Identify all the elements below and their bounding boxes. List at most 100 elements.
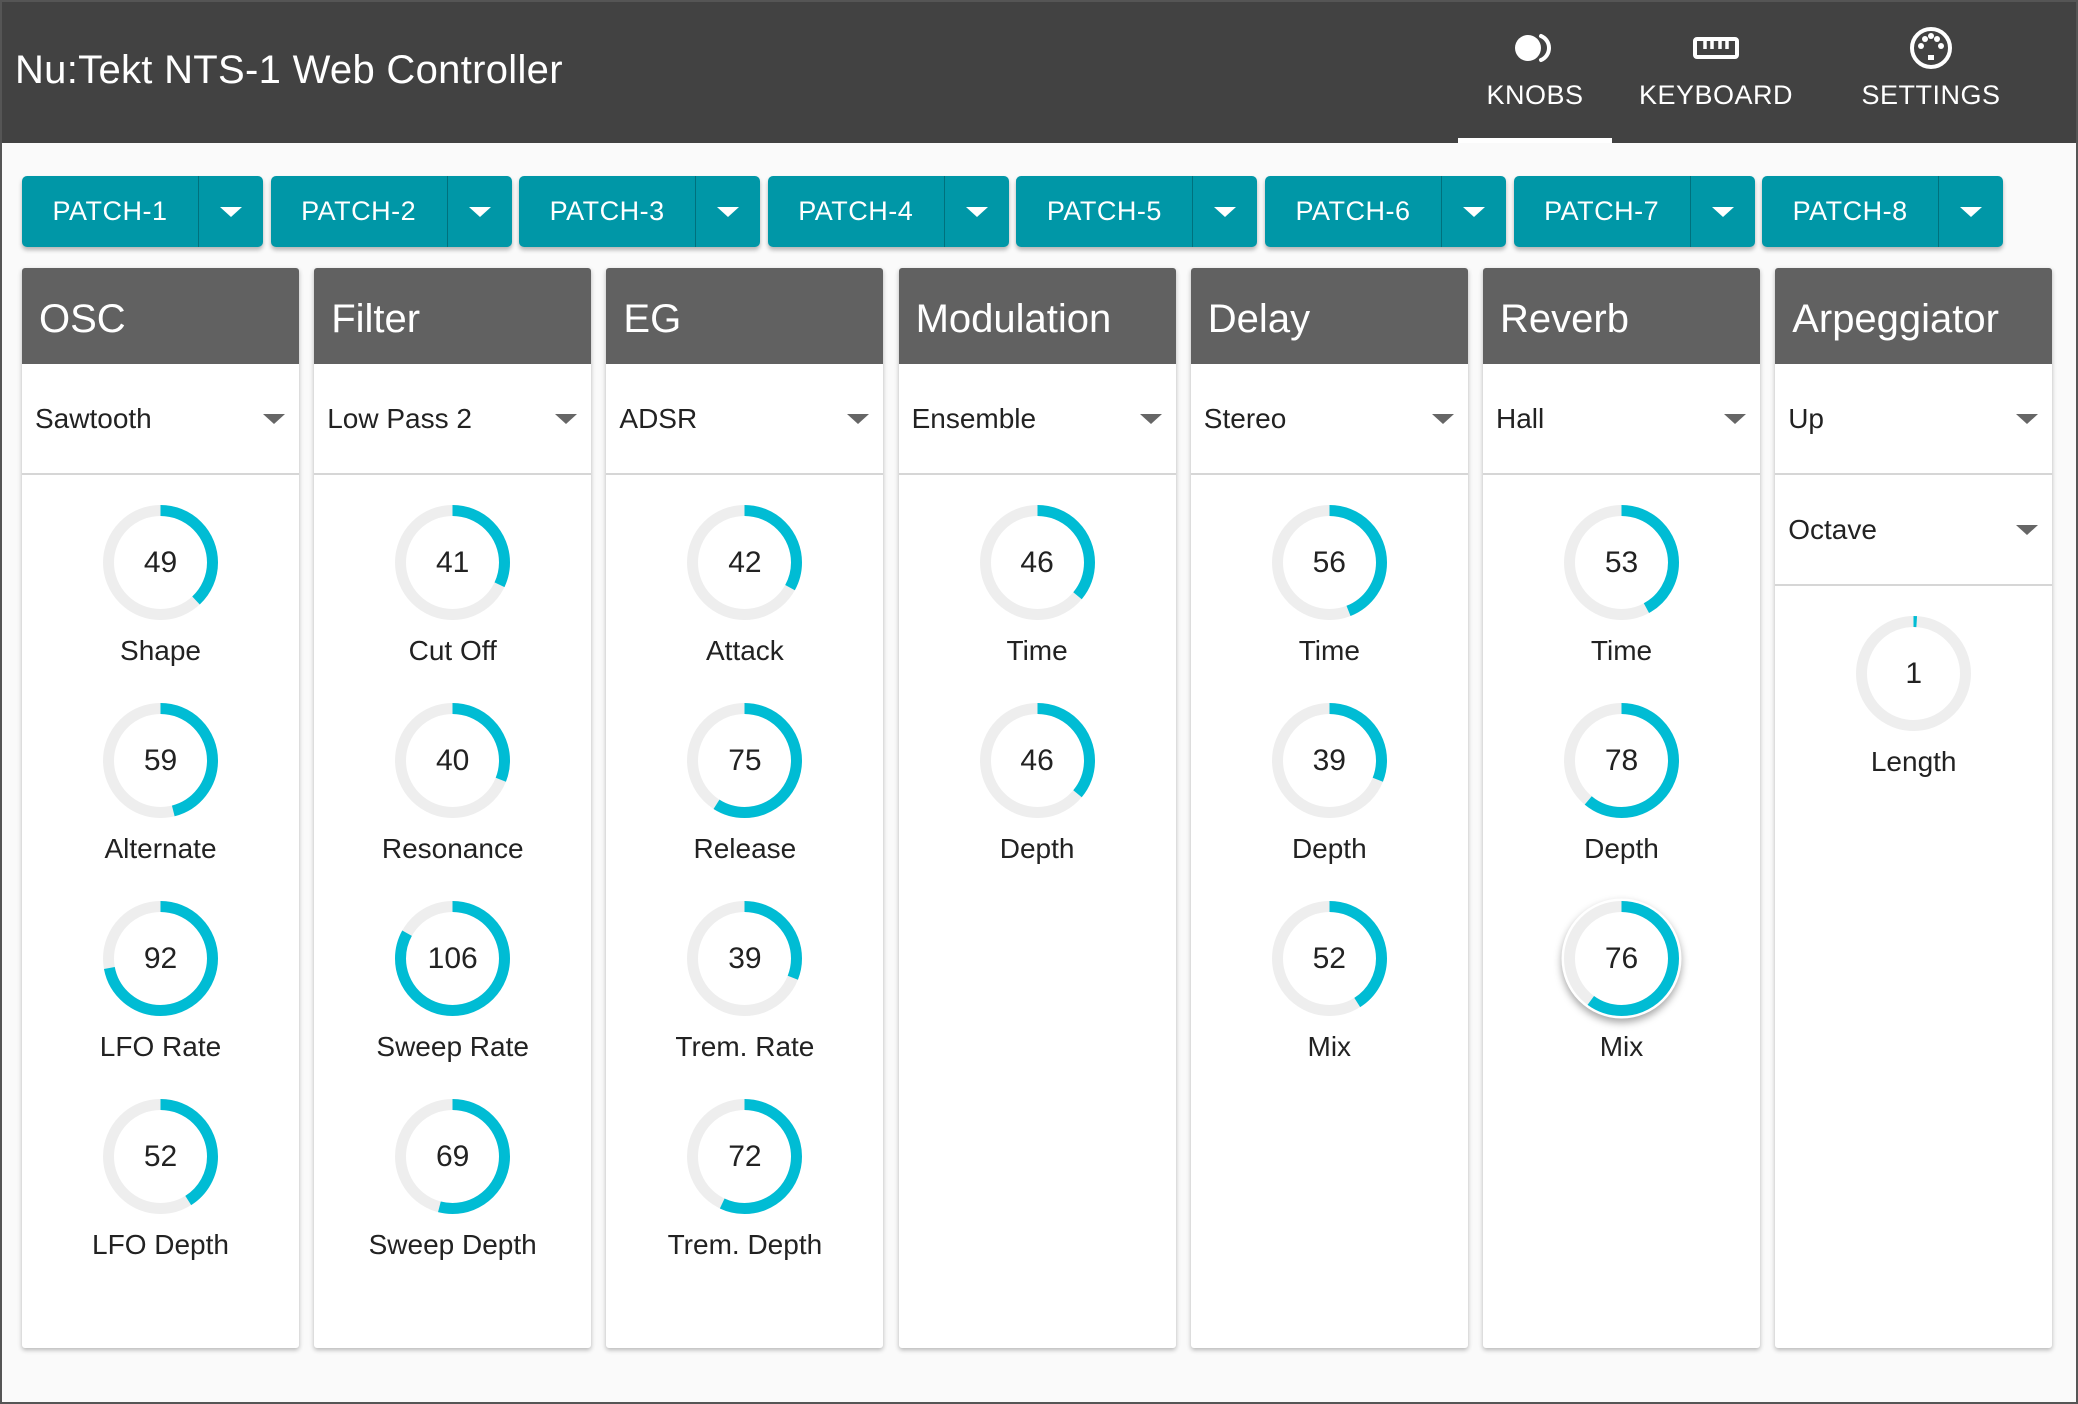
patch-menu-button[interactable] [695,176,760,247]
tab-keyboard[interactable]: KEYBOARD [1638,0,1794,143]
knob-label: Depth [999,833,1075,864]
knob-dial[interactable] [681,895,808,1022]
patch-label[interactable]: PATCH-4 [798,196,914,226]
patch-menu-button[interactable] [943,176,1009,247]
select-value: Ensemble [911,402,1037,434]
panel-filter: Filter Low Pass 2 41 Cut Off 40 Resonance 106 S… [314,268,592,1348]
knob-value: 46 [1020,545,1054,579]
knob[interactable]: 52 Mix [1191,895,1468,1093]
patch-menu-button[interactable] [1192,176,1257,247]
knob[interactable]: 49 Shape [22,499,299,697]
knob-dial[interactable] [681,499,808,626]
knob[interactable]: 59 Alternate [22,697,299,895]
knob[interactable]: 75 Release [606,697,883,895]
knob-dial[interactable] [1558,895,1685,1022]
patch-menu-button[interactable] [1938,176,2003,247]
knob-dial[interactable] [389,499,516,626]
knob[interactable]: 40 Resonance [314,697,591,895]
knob[interactable]: 92 LFO Rate [22,895,299,1093]
knob[interactable]: 72 Trem. Depth [606,1093,883,1291]
knob-dial[interactable] [681,1093,808,1220]
knob-dial[interactable] [974,697,1101,824]
knob[interactable]: 78 Depth [1483,697,1760,895]
knob-dial[interactable] [1266,499,1393,626]
knob-dial[interactable] [681,697,808,824]
knobs-icon [1515,34,1551,62]
knob-value: 52 [1312,941,1346,975]
knob-label: Time [1590,635,1653,666]
type-select[interactable]: Stereo [1190,364,1468,475]
knob-label: Time [1298,635,1360,666]
dropdown-arrow-icon [555,413,578,424]
knob[interactable]: 56 Time [1191,499,1468,697]
knob-dial[interactable] [1558,499,1685,626]
knob-dial[interactable] [97,1093,224,1220]
knob[interactable]: 42 Attack [606,499,883,697]
knob-dial[interactable] [389,1093,516,1220]
dropdown-arrow-icon [1960,206,1983,217]
knob-dial[interactable] [389,895,516,1022]
knob[interactable]: 46 Time [899,499,1176,697]
knob-value: 76 [1604,941,1639,975]
patch-label[interactable]: PATCH-3 [549,196,665,226]
dropdown-arrow-icon [2016,413,2039,424]
type-select[interactable]: ADSR [606,364,884,475]
tab-settings[interactable]: SETTINGS [1848,0,2014,143]
patch-label[interactable]: PATCH-8 [1792,196,1908,226]
knob[interactable]: 1 Length [1775,610,2052,808]
knob-dial[interactable] [97,895,224,1022]
knob-dial[interactable] [1266,697,1393,824]
patch-label[interactable]: PATCH-7 [1544,196,1660,226]
knob-dial[interactable] [1850,610,1977,737]
knob-arc [1564,901,1679,1016]
select-value: Stereo [1203,402,1287,434]
patch-menu-button[interactable] [446,176,512,247]
knob[interactable]: 106 Sweep Rate [314,895,591,1093]
type-select[interactable]: Up [1775,364,2053,475]
tab-knobs[interactable]: KNOBS [1458,0,1612,143]
knob-dial[interactable] [1266,895,1393,1022]
knob[interactable]: 53 Time [1483,499,1760,697]
patch-button-7[interactable]: PATCH-7 [1513,176,1755,247]
patch-menu-button[interactable] [198,176,263,247]
patch-menu-button[interactable] [1441,176,1506,247]
panel-arpeggiator: Arpeggiator Up Octave 1 Length [1775,268,2053,1348]
patch-button-4[interactable]: PATCH-4 [767,176,1009,247]
knob-dial[interactable] [1558,697,1685,824]
patch-button-5[interactable]: PATCH-5 [1016,176,1258,247]
patch-label[interactable]: PATCH-1 [52,196,168,226]
dropdown-arrow-icon [220,206,242,217]
patch-button-6[interactable]: PATCH-6 [1265,176,1506,247]
patch-button-1[interactable]: PATCH-1 [22,176,263,247]
dropdown-arrow-icon [1214,206,1237,217]
patch-button-8[interactable]: PATCH-8 [1762,176,2004,247]
type-select[interactable]: Ensemble [898,364,1176,475]
knob-dial[interactable] [389,697,516,824]
knob[interactable]: 46 Depth [899,697,1176,895]
knob[interactable]: 39 Trem. Rate [606,895,883,1093]
knob-arc [395,901,511,1016]
patch-label[interactable]: PATCH-5 [1046,196,1162,226]
type-select[interactable]: Low Pass 2 [314,364,592,475]
knob-dial[interactable] [974,499,1101,626]
knob[interactable]: 41 Cut Off [314,499,591,697]
knob-label: LFO Depth [92,1229,229,1260]
select-value: Up [1788,402,1824,434]
patch-label[interactable]: PATCH-6 [1295,196,1411,226]
knob[interactable]: 39 Depth [1191,697,1468,895]
knob-dial[interactable] [97,697,224,824]
type-select[interactable]: Octave [1775,475,2053,586]
knob-arc [1564,505,1679,620]
patch-label[interactable]: PATCH-2 [301,196,417,226]
type-select[interactable]: Hall [1483,364,1760,475]
knob-arc [395,505,511,620]
knob-value: 46 [1020,743,1054,777]
type-select[interactable]: Sawtooth [22,364,299,475]
patch-button-2[interactable]: PATCH-2 [270,176,512,247]
knob[interactable]: 52 LFO Depth [22,1093,299,1291]
patch-menu-button[interactable] [1689,176,1755,247]
knob[interactable]: 69 Sweep Depth [314,1093,591,1291]
knob[interactable]: 76 Mix [1483,895,1760,1093]
knob-dial[interactable] [97,499,224,626]
patch-button-3[interactable]: PATCH-3 [519,176,761,247]
